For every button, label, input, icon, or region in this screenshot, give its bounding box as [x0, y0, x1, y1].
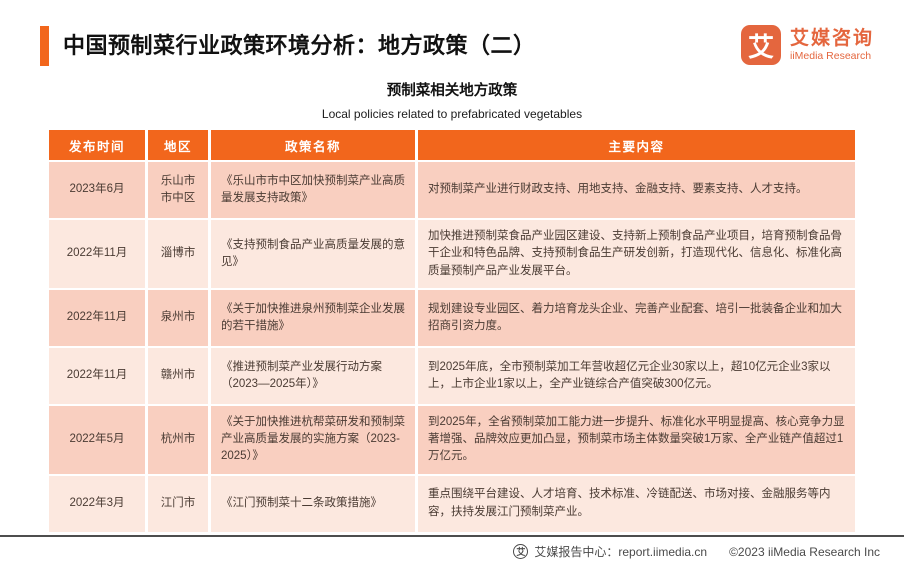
cell-policy: 《关于加快推进泉州预制菜企业发展的若干措施》 [211, 289, 415, 346]
cell-policy: 《关于加快推进杭帮菜研发和预制菜产业高质量发展的实施方案（2023-2025）》 [211, 405, 415, 474]
cell-region: 杭州市 [148, 405, 208, 474]
cell-region: 江门市 [148, 475, 208, 532]
page-title: 中国预制菜行业政策环境分析：地方政策（二） [63, 32, 536, 58]
cell-policy: 《推进预制菜产业发展行动方案（2023—2025年）》 [211, 347, 415, 404]
iimedia-mark-icon: 艾 [513, 544, 529, 559]
col-header-region: 地区 [148, 130, 208, 160]
cell-date: 2022年5月 [49, 405, 145, 474]
cell-content: 加快推进预制菜食品产业园区建设、支持新上预制食品产业项目，培育预制食品骨干企业和… [418, 220, 855, 288]
table-row: 2022年11月 淄博市 《支持预制食品产业高质量发展的意见》 加快推进预制菜食… [49, 220, 855, 288]
table-row: 2022年11月 泉州市 《关于加快推进泉州预制菜企业发展的若干措施》 规划建设… [49, 289, 855, 346]
cell-content: 重点围绕平台建设、人才培育、技术标准、冷链配送、市场对接、金融服务等内容，扶持发… [418, 475, 855, 532]
cell-region: 泉州市 [148, 289, 208, 346]
cell-content: 到2025年，全省预制菜加工能力进一步提升、标准化水平明显提高、核心竞争力显著增… [418, 405, 855, 474]
table-row: 2022年11月 赣州市 《推进预制菜产业发展行动方案（2023—2025年）》… [49, 347, 855, 404]
footer-copyright: ©2023 iiMedia Research Inc [729, 544, 880, 559]
logo-text: 艾媒咨询 iiMedia Research [790, 28, 874, 62]
chart-subtitle-cn: 预制菜相关地方政策 [386, 83, 518, 99]
footer: 艾 艾媒报告中心：report.iimedia.cn ©2023 iiMedia… [513, 543, 880, 560]
cell-region: 乐山市 市中区 [148, 162, 208, 218]
title-accent-bar [40, 26, 49, 66]
cell-policy: 《江门预制菜十二条政策措施》 [211, 475, 415, 532]
cell-date: 2022年11月 [49, 347, 145, 404]
cell-date: 2023年6月 [49, 162, 145, 218]
footer-divider [0, 535, 904, 537]
cell-date: 2022年11月 [49, 220, 145, 288]
col-header-content: 主要内容 [418, 130, 855, 160]
cell-content: 规划建设专业园区、着力培育龙头企业、完善产业配套、培引一批装备企业和加大招商引资… [418, 289, 855, 346]
logo-name-cn: 艾媒咨询 [789, 28, 874, 50]
table-header-row: 发布时间 地区 政策名称 主要内容 [49, 130, 855, 160]
cell-date: 2022年3月 [49, 475, 145, 532]
table-row: 2022年3月 江门市 《江门预制菜十二条政策措施》 重点围绕平台建设、人才培育… [49, 475, 855, 532]
table-row: 2023年6月 乐山市 市中区 《乐山市市中区加快预制菜产业高质量发展支持政策》… [49, 162, 855, 218]
policy-table: 发布时间 地区 政策名称 主要内容 2023年6月 乐山市 市中区 《乐山市市中… [46, 128, 858, 534]
cell-region: 赣州市 [148, 347, 208, 404]
iimedia-logo-icon: 艾 [740, 25, 781, 65]
col-header-policy: 政策名称 [211, 130, 415, 160]
cell-date: 2022年11月 [49, 289, 145, 346]
logo-name-en: iiMedia Research [789, 49, 872, 62]
footer-source: 艾媒报告中心：report.iimedia.cn [534, 545, 708, 559]
cell-content: 对预制菜产业进行财政支持、用地支持、金融支持、要素支持、人才支持。 [418, 162, 855, 218]
iimedia-logo: 艾 艾媒咨询 iiMedia Research [740, 25, 874, 65]
cell-policy: 《支持预制食品产业高质量发展的意见》 [211, 220, 415, 288]
chart-subtitle-en: Local policies related to prefabricated … [321, 107, 583, 121]
col-header-date: 发布时间 [49, 130, 145, 160]
cell-content: 到2025年底，全市预制菜加工年营收超亿元企业30家以上，超10亿元企业3家以上… [418, 347, 855, 404]
cell-region: 淄博市 [148, 220, 208, 288]
header: 中国预制菜行业政策环境分析：地方政策（二） [0, 0, 904, 66]
table-row: 2022年5月 杭州市 《关于加快推进杭帮菜研发和预制菜产业高质量发展的实施方案… [49, 405, 855, 474]
cell-policy: 《乐山市市中区加快预制菜产业高质量发展支持政策》 [211, 162, 415, 218]
